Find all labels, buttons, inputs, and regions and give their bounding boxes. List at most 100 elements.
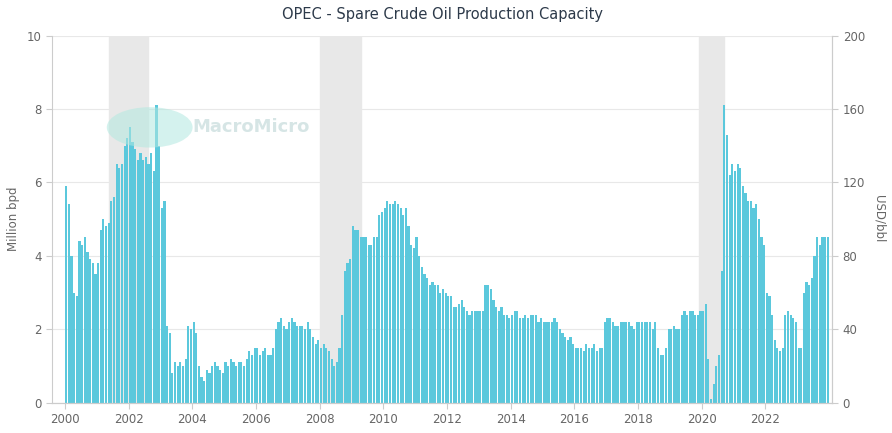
Bar [291,318,293,403]
Bar [304,329,306,403]
Bar [662,355,665,403]
Bar [320,348,322,403]
Bar [384,208,385,403]
Bar [657,348,659,403]
Bar [702,311,704,403]
Bar [538,322,540,403]
Bar [171,373,173,403]
Bar [123,146,126,403]
Bar [105,226,107,403]
Bar [179,362,181,403]
Bar [731,164,733,403]
Bar [582,351,585,403]
Bar [795,322,797,403]
Bar [429,285,431,403]
Bar [203,381,205,403]
Bar [259,355,261,403]
Bar [81,245,83,403]
Bar [647,322,648,403]
Bar [545,322,548,403]
Bar [89,259,91,403]
Bar [495,307,497,403]
Bar [381,212,383,403]
Bar [434,285,436,403]
Bar [771,314,773,403]
Bar [421,267,423,403]
Bar [765,293,768,403]
Bar [713,385,714,403]
Bar [490,289,491,403]
Bar [195,333,197,403]
Bar [217,366,219,403]
Bar [121,164,123,403]
Bar [283,326,285,403]
Bar [341,314,343,403]
Circle shape [107,107,193,148]
Bar [136,160,139,403]
Bar [161,208,163,403]
Bar [631,326,632,403]
Bar [267,355,269,403]
Bar [816,237,818,403]
Bar [694,314,697,403]
Bar [225,362,227,403]
Bar [368,245,370,403]
Bar [535,314,537,403]
Bar [110,36,148,403]
Bar [550,322,553,403]
Bar [591,348,592,403]
Bar [824,237,826,403]
Bar [784,314,787,403]
Bar [253,348,256,403]
Bar [458,304,460,403]
Bar [609,318,611,403]
Bar [577,348,580,403]
Bar [73,293,75,403]
Bar [251,355,253,403]
Bar [506,314,508,403]
Bar [527,318,529,403]
Bar [781,348,784,403]
Bar [378,216,381,403]
Bar [612,322,614,403]
Bar [312,336,314,403]
Bar [166,326,169,403]
Bar [444,293,447,403]
Bar [232,362,235,403]
Bar [734,171,736,403]
Bar [323,344,325,403]
Bar [723,105,725,403]
Bar [206,370,208,403]
Bar [750,201,752,403]
Bar [84,237,86,403]
Bar [623,322,624,403]
Bar [553,318,556,403]
Bar [92,263,94,403]
Bar [296,326,298,403]
Bar [182,366,184,403]
Bar [147,164,150,403]
Bar [211,366,213,403]
Bar [651,329,654,403]
Bar [240,362,243,403]
Bar [686,314,689,403]
Bar [625,322,627,403]
Bar [617,326,619,403]
Bar [299,326,301,403]
Bar [737,164,739,403]
Bar [739,168,741,403]
Bar [487,285,489,403]
Bar [275,329,277,403]
Bar [346,263,349,403]
Bar [87,252,88,403]
Bar [755,204,757,403]
Bar [715,366,717,403]
Bar [354,230,357,403]
Bar [468,314,471,403]
Bar [683,311,686,403]
Bar [808,285,810,403]
Bar [100,230,102,403]
Bar [128,127,131,403]
Bar [649,322,651,403]
Bar [654,322,657,403]
